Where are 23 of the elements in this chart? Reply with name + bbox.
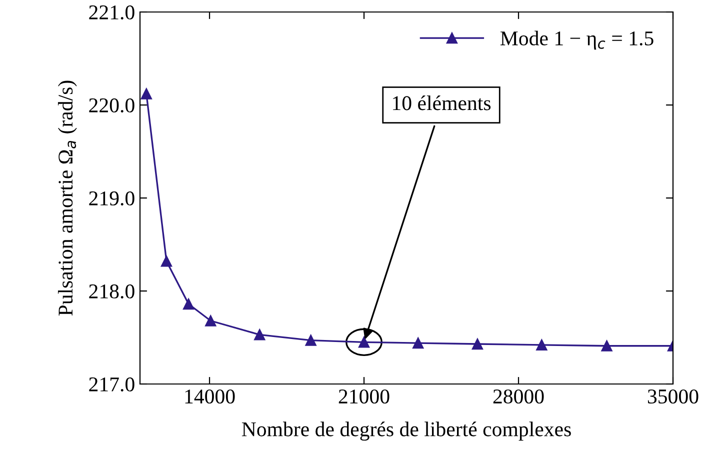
y-tick-label: 219.0 [89,191,134,206]
x-tick-label: 21000 [338,389,390,404]
x-axis-title: Nombre de degrés de liberté complexes [242,422,571,441]
annotation: 10 éléments [393,96,491,110]
point [183,298,194,310]
point [205,315,216,326]
y-tick-label: 221.0 [89,5,134,20]
x-tick-label: 35000 [648,389,698,404]
point [160,256,172,267]
x-tick-label: 28000 [493,389,544,404]
legend-label: Mode 1 − η$_{c}$ = 1.5 [500,30,654,50]
point [412,338,424,349]
y-tick-label: 217.0 [89,377,134,392]
point [254,329,266,340]
y-tick-label: 218.0 [89,284,134,299]
point [140,88,152,100]
point [601,340,612,352]
y-tick-label: 220.0 [89,98,134,113]
point [536,339,548,350]
y-axis-title: Pulsation amortie Ω$_{a}$ (rad/s) [58,80,77,316]
point [472,338,484,350]
point [305,334,316,346]
x-tick-label: 14000 [185,389,235,404]
